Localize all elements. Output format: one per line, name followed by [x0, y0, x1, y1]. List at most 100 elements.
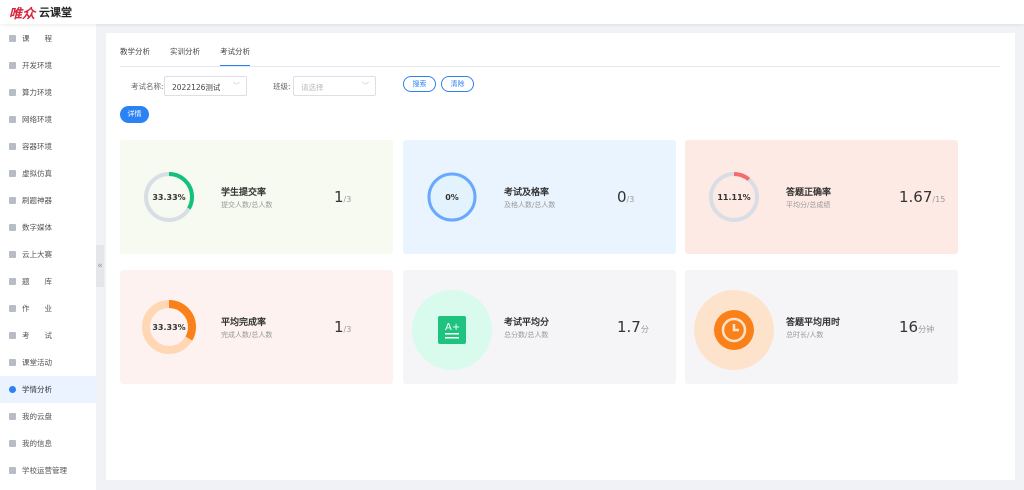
menu-icon: [9, 251, 16, 258]
sidebar-item-label: 容器环境: [22, 142, 52, 151]
card-title: 考试平均分: [504, 318, 550, 328]
sidebar-item[interactable]: 开发环境: [0, 52, 96, 79]
sidebar-item[interactable]: 学情分析: [0, 376, 96, 403]
menu-icon: [9, 197, 16, 204]
progress-ring: 33.33%: [144, 172, 194, 222]
tab-exam-analysis[interactable]: 考试分析: [220, 43, 250, 66]
sidebar-item[interactable]: 我的云盘: [0, 403, 96, 430]
card-title: 平均完成率: [221, 318, 267, 328]
menu-icon: [9, 89, 16, 96]
card-value: 16分钟: [899, 318, 934, 336]
sidebar-item[interactable]: 容器环境: [0, 133, 96, 160]
sidebar-item-label: 考 试: [22, 331, 52, 340]
ring-progress: [142, 300, 196, 354]
ring-fill: [429, 174, 475, 220]
ring-label: 33.33%: [152, 193, 185, 202]
value-number: 1.67: [899, 188, 933, 206]
class-select[interactable]: 请选择 ﹀: [293, 76, 376, 96]
collapse-sidebar-button[interactable]: «: [96, 245, 104, 287]
value-unit: /3: [343, 325, 352, 334]
sidebar-item[interactable]: 题 库: [0, 268, 96, 295]
card-subtitle: 及格人数/总人数: [504, 201, 556, 209]
tab-training-analysis[interactable]: 实训分析: [170, 47, 200, 56]
sidebar-item-label: 作 业: [22, 304, 52, 313]
sidebar-item[interactable]: 作 业: [0, 295, 96, 322]
card-title: 学生提交率: [221, 188, 267, 198]
score-icon-circle: A+: [412, 290, 492, 370]
sidebar-item[interactable]: 课堂活动: [0, 349, 96, 376]
card-subtitle: 提交人数/总人数: [221, 201, 273, 209]
sidebar-item-label: 课 程: [22, 34, 52, 43]
menu-icon: [9, 305, 16, 312]
search-button[interactable]: 搜索: [403, 76, 436, 92]
sidebar: 课 程开发环境算力环境网络环境容器环境虚拟仿真 刷题神器 数字媒体云上大赛题 库作 …: [0, 24, 96, 490]
sidebar-item-label: 我的信息: [22, 439, 52, 448]
sidebar-item[interactable]: 算力环境: [0, 79, 96, 106]
stat-card: 0% 考试及格率及格人数/总人数 0/3: [403, 140, 676, 254]
ring-label: 0%: [445, 193, 459, 202]
sidebar-item[interactable]: 虚拟仿真: [0, 160, 96, 187]
clock-icon: [714, 310, 754, 350]
grade-a-plus-icon: A+: [438, 316, 466, 344]
value-number: 1: [334, 188, 344, 206]
sidebar-item[interactable]: 学校运营管理: [0, 457, 96, 484]
card-value: 1/3: [334, 318, 351, 336]
card-title: 考试及格率: [504, 188, 550, 198]
class-placeholder: 请选择: [301, 83, 324, 92]
content-panel: 教学分析 实训分析 考试分析 考试名称: 2022126测试 ﹀ 班级: 请选择 ﹀…: [106, 33, 1015, 480]
card-value: 1/3: [334, 188, 351, 206]
sidebar-item[interactable]: 网络环境: [0, 106, 96, 133]
value-number: 1: [334, 318, 344, 336]
exam-name-label: 考试名称:: [131, 82, 164, 91]
card-value: 0/3: [617, 188, 634, 206]
progress-ring: 0%: [427, 172, 477, 222]
clear-button[interactable]: 清除: [441, 76, 474, 92]
exam-name-select[interactable]: 2022126测试 ﹀: [164, 76, 247, 96]
card-value: 1.67/15: [899, 188, 945, 206]
app-name: 云课堂: [39, 6, 73, 19]
stat-card: 33.33% 学生提交率提交人数/总人数 1/3: [120, 140, 393, 254]
app-header: 唯众 云课堂: [0, 0, 1024, 24]
menu-icon: [9, 143, 16, 150]
sidebar-item-label: 学情分析: [22, 385, 52, 394]
menu-icon: [9, 332, 16, 339]
sidebar-item[interactable]: 课 程: [0, 25, 96, 52]
sidebar-item-label: 开发环境: [22, 61, 52, 70]
card-value: 1.7分: [617, 318, 649, 336]
sidebar-item-label: 云上大赛: [22, 250, 52, 259]
menu-icon: [9, 62, 16, 69]
sidebar-item-label: 课堂活动: [22, 358, 52, 367]
progress-ring: 11.11%: [709, 172, 759, 222]
value-unit: /3: [626, 195, 635, 204]
class-label: 班级:: [273, 82, 291, 91]
sidebar-item-label: 网络环境: [22, 115, 52, 124]
detail-button[interactable]: 详情: [120, 106, 149, 123]
sidebar-item[interactable]: 数字媒体: [0, 214, 96, 241]
chevron-down-icon: ﹀: [233, 82, 240, 90]
menu-icon: [9, 359, 16, 366]
card-subtitle: 总时长/人数: [786, 331, 824, 339]
value-unit: 分钟: [918, 325, 935, 334]
sidebar-item[interactable]: 考 试: [0, 322, 96, 349]
menu-icon: [9, 278, 16, 285]
value-unit: /3: [343, 195, 352, 204]
card-title: 答题平均用时: [786, 318, 841, 328]
ring-label: 33.33%: [152, 323, 185, 332]
stat-card: A+ 考试平均分 总分数/总人数 1.7分: [403, 270, 676, 384]
sidebar-item-label: 算力环境: [22, 88, 52, 97]
value-number: 16: [899, 318, 919, 336]
logo: 唯众: [9, 6, 36, 22]
menu-icon: [9, 440, 16, 447]
sidebar-item[interactable]: 刷题神器: [0, 187, 96, 214]
sidebar-item[interactable]: 云上大赛: [0, 241, 96, 268]
tab-teaching-analysis[interactable]: 教学分析: [120, 47, 150, 56]
menu-icon: [9, 467, 16, 474]
card-subtitle: 完成人数/总人数: [221, 331, 273, 339]
value-number: 0: [617, 188, 627, 206]
value-number: 1.7: [617, 318, 641, 336]
stat-card: 11.11% 答题正确率 平均分/总成绩 1.67/15: [685, 140, 958, 254]
svg-text:A+: A+: [445, 322, 460, 333]
tab-bar: 教学分析 实训分析 考试分析: [120, 43, 1000, 67]
card-subtitle: 平均分/总成绩: [786, 201, 831, 209]
sidebar-item[interactable]: 我的信息: [0, 430, 96, 457]
